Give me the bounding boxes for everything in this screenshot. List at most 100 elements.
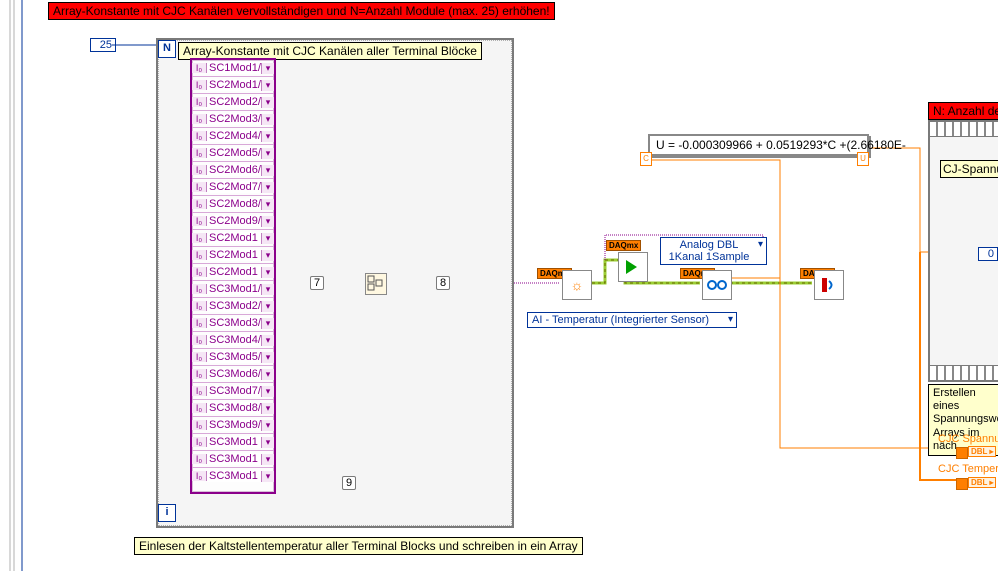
array-constant-item[interactable]: I₀SC2Mod8/▾ (192, 196, 274, 213)
dropdown-arrow-icon[interactable]: ▾ (261, 131, 274, 142)
channel-name: SC2Mod1 (207, 232, 261, 244)
dropdown-arrow-icon[interactable]: ▾ (261, 216, 274, 227)
cjc-temperatur-indicator[interactable]: DBL (968, 477, 996, 488)
array-constant-item[interactable]: I₀SC3Mod1/▾ (192, 281, 274, 298)
io-type-icon: I₀ (192, 97, 207, 107)
dropdown-arrow-icon[interactable]: ▾ (261, 165, 274, 176)
channel-name: SC3Mod6/ (207, 368, 261, 380)
daqmx-read-vi[interactable] (702, 270, 732, 300)
channel-name: SC3Mod7/ (207, 385, 261, 397)
io-type-icon: I₀ (192, 284, 207, 294)
dropdown-arrow-icon[interactable]: ▾ (261, 97, 274, 108)
dropdown-arrow-icon[interactable]: ▾ (261, 437, 274, 448)
io-type-icon: I₀ (192, 233, 207, 243)
dropdown-arrow-icon[interactable]: ▾ (261, 233, 274, 244)
channel-name: SC2Mod1 (207, 266, 261, 278)
dropdown-arrow-icon[interactable]: ▾ (261, 403, 274, 414)
array-constant-item[interactable]: I₀SC2Mod2/▾ (192, 94, 274, 111)
array-constant-item[interactable]: I₀SC2Mod5/▾ (192, 145, 274, 162)
channel-type-dropdown[interactable]: AI - Temperatur (Integrierter Sensor) (527, 312, 737, 328)
daqmx-clear-task-vi[interactable] (814, 270, 844, 300)
channel-name: SC2Mod9/ (207, 215, 261, 227)
array-constant-item[interactable]: I₀SC3Mod5/▾ (192, 349, 274, 366)
index-array-node[interactable] (365, 273, 387, 295)
channel-name: SC3Mod5/ (207, 351, 261, 363)
daqmx-start-task-vi[interactable] (618, 252, 648, 282)
array-constant-item[interactable]: I₀SC1Mod1/▾ (192, 60, 274, 77)
array-constant-item[interactable]: I₀SC2Mod6/▾ (192, 162, 274, 179)
channel-name: SC3Mod2/ (207, 300, 261, 312)
io-type-icon: I₀ (192, 318, 207, 328)
channel-name: SC3Mod1/ (207, 283, 261, 295)
array-constant-item[interactable]: I₀SC2Mod1▾ (192, 247, 274, 264)
warning-banner-top: Array-Konstante mit CJC Kanälen vervolls… (48, 2, 555, 20)
warning-banner-right: N: Anzahl der (928, 102, 998, 120)
channel-name: SC3Mod1 (207, 470, 261, 482)
io-type-icon: I₀ (192, 131, 207, 141)
dropdown-arrow-icon[interactable]: ▾ (261, 335, 274, 346)
array-constant-item[interactable]: I₀SC2Mod7/▾ (192, 179, 274, 196)
dropdown-arrow-icon[interactable]: ▾ (261, 454, 274, 465)
dropdown-arrow-icon[interactable]: ▾ (261, 182, 274, 193)
channel-name: SC3Mod1 (207, 436, 261, 448)
read-mode-line1: Analog DBL (664, 239, 754, 251)
io-type-icon: I₀ (192, 335, 207, 345)
read-mode-dropdown[interactable]: Analog DBL 1Kanal 1Sample (660, 237, 767, 265)
array-constant-item[interactable]: I₀SC3Mod7/▾ (192, 383, 274, 400)
channel-name: SC2Mod4/ (207, 130, 261, 142)
dropdown-arrow-icon[interactable]: ▾ (261, 199, 274, 210)
channel-name: SC2Mod2/ (207, 96, 261, 108)
loop-count-constant[interactable]: 25 (90, 38, 116, 52)
array-constant-item[interactable]: I₀SC3Mod3/▾ (192, 315, 274, 332)
formula-input-c: C (640, 152, 652, 166)
dropdown-arrow-icon[interactable]: ▾ (261, 352, 274, 363)
dropdown-arrow-icon[interactable]: ▾ (261, 386, 274, 397)
array-constant-item[interactable]: I₀SC2Mod3/▾ (192, 111, 274, 128)
daqmx-create-channel-vi[interactable]: ☼ (562, 270, 592, 300)
cjc-spannung-indicator[interactable]: DBL (968, 446, 996, 457)
dropdown-arrow-icon[interactable]: ▾ (261, 267, 274, 278)
dropdown-arrow-icon[interactable]: ▾ (261, 471, 274, 482)
array-constant-item[interactable]: I₀SC3Mod1▾ (192, 468, 274, 484)
array-constant-item[interactable]: I₀SC3Mod9/▾ (192, 417, 274, 434)
array-constant-item[interactable]: I₀SC2Mod1/▾ (192, 77, 274, 94)
for-loop-n-terminal[interactable]: N (158, 40, 176, 58)
dropdown-arrow-icon[interactable]: ▾ (261, 420, 274, 431)
dropdown-arrow-icon[interactable]: ▾ (261, 80, 274, 91)
dropdown-arrow-icon[interactable]: ▾ (261, 63, 274, 74)
array-constant-item[interactable]: I₀SC3Mod8/▾ (192, 400, 274, 417)
formula-node[interactable]: U = -0.000309966 + 0.0519293*C +(2.66180… (648, 134, 869, 156)
tunnel-8: 8 (436, 276, 450, 290)
io-type-icon: I₀ (192, 437, 207, 447)
for-loop-i-terminal[interactable]: i (158, 504, 176, 522)
array-constant-item[interactable]: I₀SC3Mod6/▾ (192, 366, 274, 383)
array-constant-item[interactable]: I₀SC3Mod2/▾ (192, 298, 274, 315)
array-constant-item[interactable]: I₀SC2Mod9/▾ (192, 213, 274, 230)
array-constant-item[interactable]: I₀SC3Mod1▾ (192, 451, 274, 468)
array-constant[interactable]: I₀SC1Mod1/▾I₀SC2Mod1/▾I₀SC2Mod2/▾I₀SC2Mo… (190, 58, 276, 494)
zero-constant[interactable]: 0 (978, 247, 998, 261)
dropdown-arrow-icon[interactable]: ▾ (261, 369, 274, 380)
channel-name: SC3Mod1 (207, 453, 261, 465)
array-constant-item[interactable]: I₀SC2Mod1▾ (192, 230, 274, 247)
cjc-temperatur-label: CJC Temperat (938, 463, 998, 475)
io-type-icon: I₀ (192, 369, 207, 379)
array-constant-item[interactable]: I₀SC3Mod1▾ (192, 434, 274, 451)
io-type-icon: I₀ (192, 420, 207, 430)
array-constant-item[interactable]: I₀SC2Mod1▾ (192, 264, 274, 281)
channel-name: SC1Mod1/ (207, 62, 261, 74)
tunnel-7: 7 (310, 276, 324, 290)
dropdown-arrow-icon[interactable]: ▾ (261, 301, 274, 312)
dropdown-arrow-icon[interactable]: ▾ (261, 318, 274, 329)
dropdown-arrow-icon[interactable]: ▾ (261, 284, 274, 295)
channel-name: SC3Mod9/ (207, 419, 261, 431)
dropdown-arrow-icon[interactable]: ▾ (261, 250, 274, 261)
dropdown-arrow-icon[interactable]: ▾ (261, 114, 274, 125)
array-constant-item[interactable]: I₀SC2Mod4/▾ (192, 128, 274, 145)
dropdown-arrow-icon[interactable]: ▾ (261, 148, 274, 159)
channel-name: SC2Mod3/ (207, 113, 261, 125)
io-type-icon: I₀ (192, 148, 207, 158)
channel-name: SC2Mod6/ (207, 164, 261, 176)
channel-name: SC3Mod8/ (207, 402, 261, 414)
array-constant-item[interactable]: I₀SC3Mod4/▾ (192, 332, 274, 349)
